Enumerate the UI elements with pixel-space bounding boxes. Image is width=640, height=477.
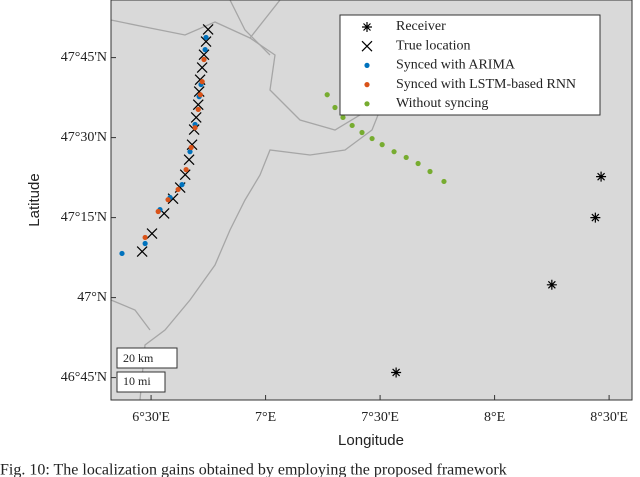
y-tick-label: 47°N <box>77 290 107 305</box>
point <box>590 212 601 223</box>
y-axis-label: Latitude <box>26 173 43 226</box>
point <box>142 234 148 241</box>
caption: Fig. 10: The localization gains obtained… <box>0 462 507 477</box>
scale-bar-mi <box>116 371 166 393</box>
point <box>187 149 193 155</box>
x-axis-label: Longitude <box>338 432 404 449</box>
legend-label: Synced with LSTM-based RNN <box>396 77 576 92</box>
point <box>202 47 208 53</box>
point <box>165 197 171 203</box>
point <box>203 34 209 41</box>
plot-frame <box>110 0 633 401</box>
x-tick-label: 8°E <box>484 410 505 425</box>
y-tick-label: 47°30'N <box>61 130 107 145</box>
point <box>391 149 397 155</box>
legend-marker <box>364 82 370 88</box>
point <box>175 186 181 193</box>
point <box>546 279 557 290</box>
point <box>179 182 185 188</box>
point <box>196 62 208 73</box>
point <box>192 99 204 111</box>
x-tick-label: 6°30'E <box>132 410 170 425</box>
point <box>188 144 194 151</box>
y-tick-label: 47°45'N <box>61 50 107 65</box>
scale-bar-km <box>116 347 178 369</box>
point <box>179 169 191 181</box>
point <box>197 92 203 98</box>
scale-label: 10 mi <box>123 374 151 388</box>
point <box>415 160 421 167</box>
legend-label: True location <box>396 38 471 53</box>
point <box>201 56 207 63</box>
x-tick-label: 7°30'E <box>361 410 399 425</box>
point <box>136 246 148 257</box>
point <box>324 92 330 98</box>
point <box>199 79 205 85</box>
y-tick-label: 47°15'N <box>61 210 107 225</box>
point <box>155 208 161 215</box>
point <box>391 367 402 378</box>
point <box>119 250 125 257</box>
legend-marker <box>361 40 373 52</box>
legend-box <box>339 14 601 116</box>
x-tick-label: 8°30'E <box>590 410 628 425</box>
legend-marker <box>364 101 370 107</box>
y-tick-label: 46°45'N <box>61 370 107 385</box>
legend-label: Receiver <box>396 19 446 34</box>
point <box>142 240 148 247</box>
point <box>340 114 346 121</box>
point <box>198 49 210 61</box>
legend-marker <box>362 22 372 32</box>
point <box>359 129 365 136</box>
point <box>403 154 409 161</box>
point <box>427 168 433 175</box>
point <box>596 171 607 182</box>
point <box>202 24 214 35</box>
point <box>332 104 338 111</box>
point <box>192 125 198 131</box>
point <box>195 106 201 113</box>
legend-label: Without syncing <box>396 96 488 111</box>
point <box>190 112 202 123</box>
legend-marker <box>364 62 370 68</box>
point <box>369 135 375 142</box>
map-borders <box>110 0 382 401</box>
point <box>379 142 385 148</box>
point <box>183 167 189 173</box>
point <box>349 122 355 129</box>
point <box>200 36 212 48</box>
x-tick-label: 7°E <box>255 410 276 425</box>
legend-label: Synced with ARIMA <box>396 58 516 73</box>
point <box>183 154 195 166</box>
point <box>441 178 447 185</box>
point <box>146 228 158 240</box>
scale-label: 20 km <box>123 351 154 365</box>
